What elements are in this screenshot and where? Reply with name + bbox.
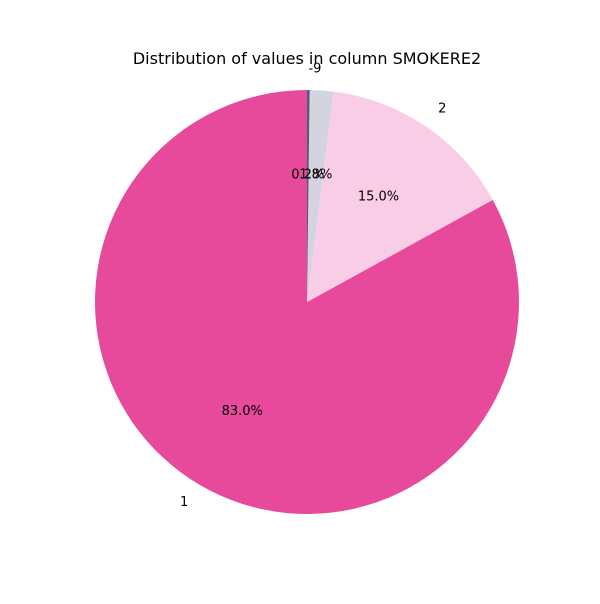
- slice-pct-label-0: 83.0%: [222, 404, 263, 419]
- pie-slice-2: [307, 90, 334, 302]
- slice-label-0: 1: [180, 495, 188, 510]
- chart-title: Distribution of values in column SMOKERE…: [133, 49, 481, 68]
- pie-slices: [95, 90, 519, 514]
- pie-slice-1: [307, 91, 493, 302]
- slice-pct-label-3: 0.2%: [291, 167, 324, 182]
- pie-slice-3: [307, 90, 310, 302]
- pie-labels: 1 83.0% 2 15.0% 1.8% -9 0.2%: [180, 61, 446, 510]
- slice-pct-label-1: 15.0%: [358, 189, 399, 204]
- slice-label-1: 2: [438, 102, 446, 117]
- slice-pct-label-2: 1.8%: [299, 168, 332, 183]
- slice-label-3: -9: [308, 61, 321, 76]
